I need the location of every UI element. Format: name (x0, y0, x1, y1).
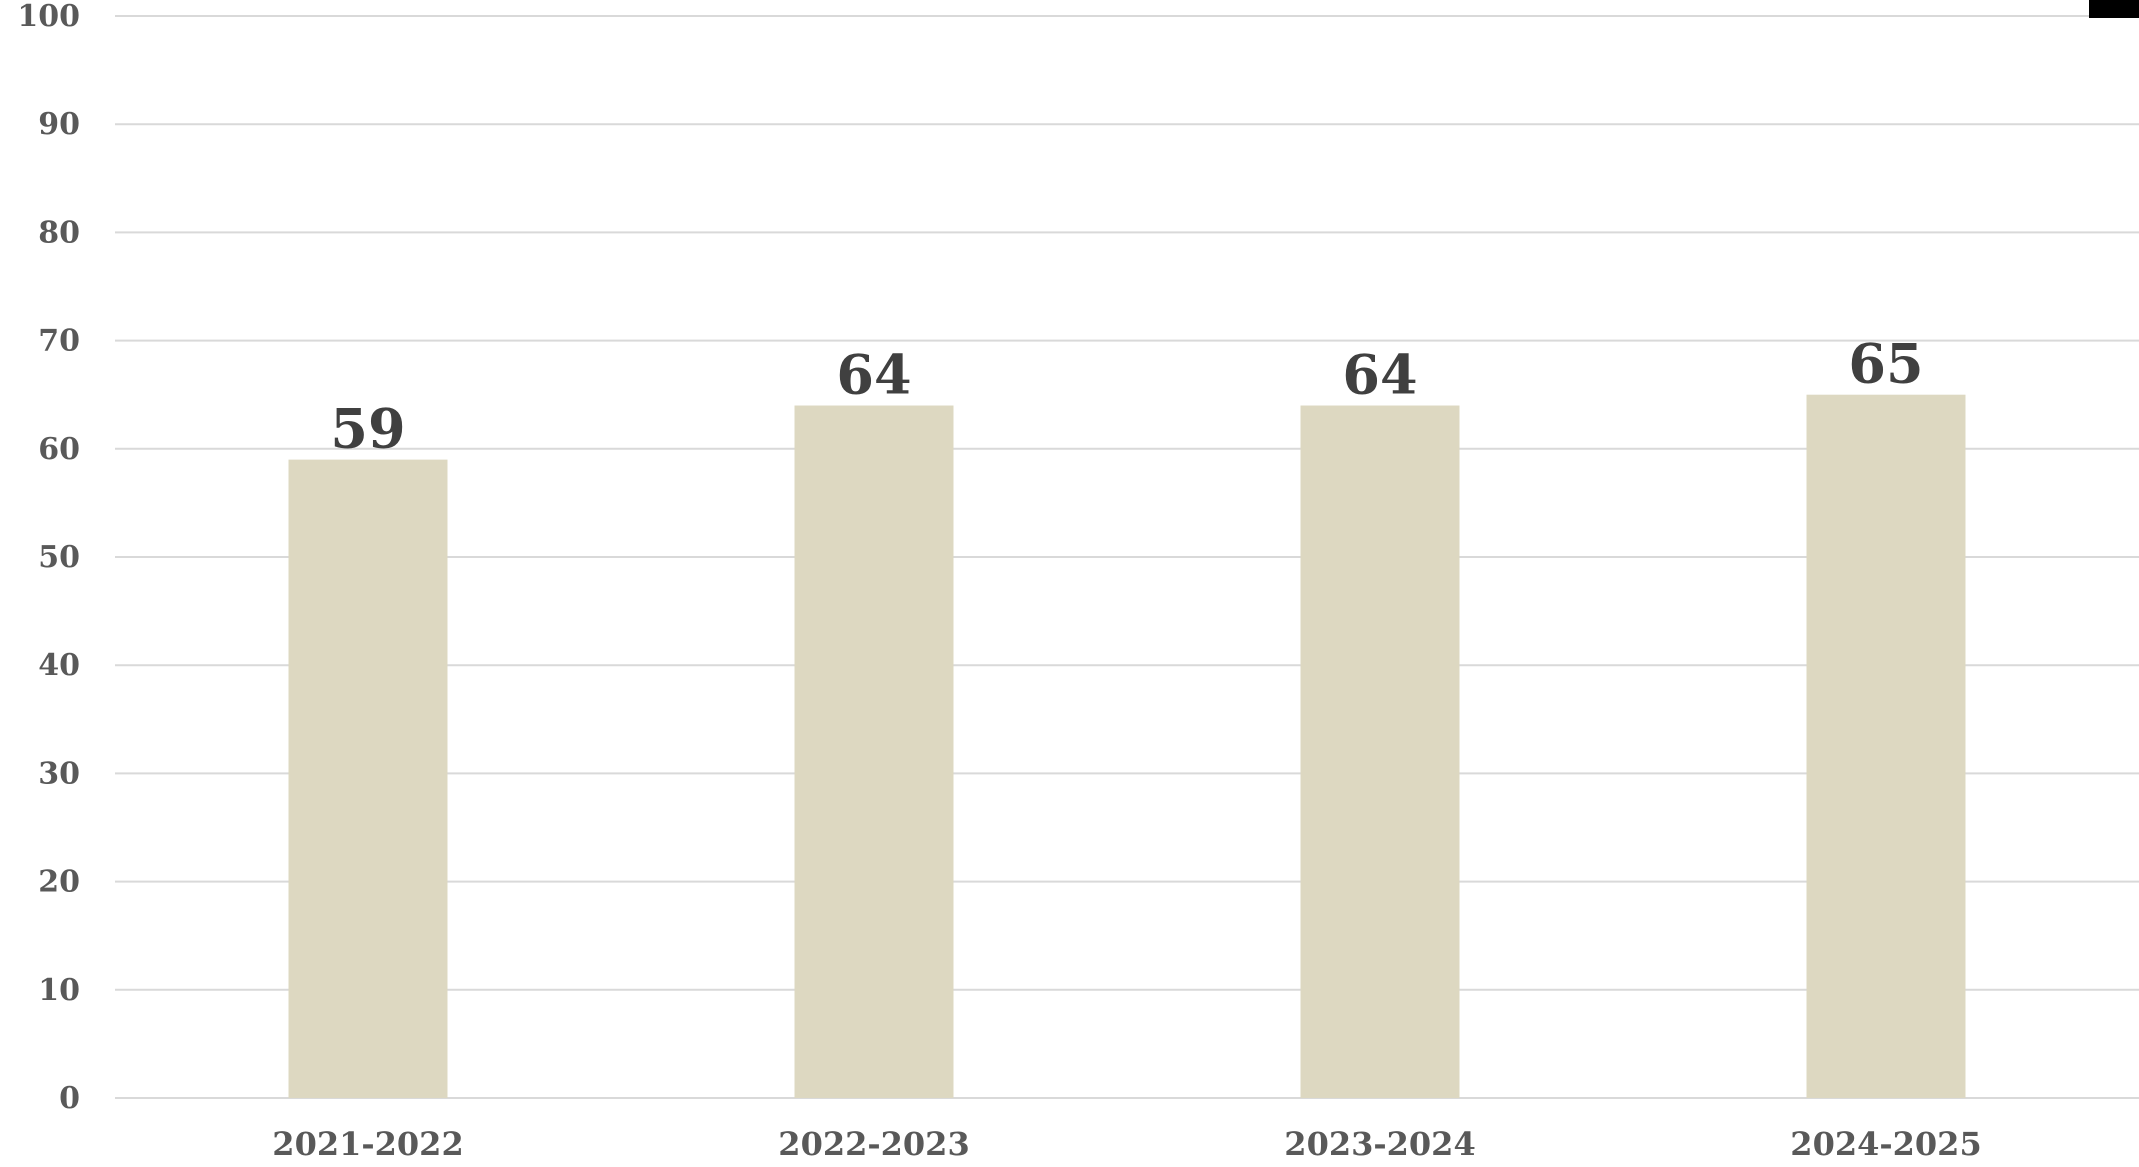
x-tick-label: 2024-2025 (1790, 1125, 1981, 1163)
x-axis-tick-labels: 2021-2022 2022-2023 2023-2024 2024-2025 (272, 1125, 1981, 1163)
y-tick-label: 70 (38, 324, 80, 359)
y-tick-label: 20 (38, 865, 80, 900)
x-tick-label: 2023-2024 (1284, 1125, 1475, 1163)
y-tick-label: 60 (38, 432, 80, 467)
data-label: 64 (836, 343, 911, 407)
x-tick-label: 2021-2022 (272, 1125, 463, 1163)
corner-mark (2089, 0, 2139, 18)
y-tick-label: 100 (17, 0, 80, 34)
y-tick-label: 30 (38, 756, 80, 791)
x-tick-label: 2022-2023 (778, 1125, 969, 1163)
data-label: 65 (1848, 332, 1923, 396)
bars (288, 394, 1966, 1098)
y-tick-label: 10 (38, 973, 80, 1008)
bar (288, 459, 448, 1098)
y-tick-label: 50 (38, 540, 80, 575)
y-tick-label: 80 (38, 215, 80, 250)
y-tick-label: 90 (38, 107, 80, 142)
gridlines (115, 15, 2139, 1099)
bar (794, 405, 954, 1098)
data-label: 64 (1342, 343, 1417, 407)
bar (1806, 394, 1966, 1098)
data-label: 59 (330, 397, 405, 461)
y-tick-label: 40 (38, 648, 80, 683)
bar (1300, 405, 1460, 1098)
y-axis-tick-labels: 0 10 20 30 40 50 60 70 80 90 100 (17, 0, 80, 1116)
data-labels: 59 64 64 65 (330, 332, 1923, 461)
y-tick-label: 0 (59, 1081, 80, 1116)
